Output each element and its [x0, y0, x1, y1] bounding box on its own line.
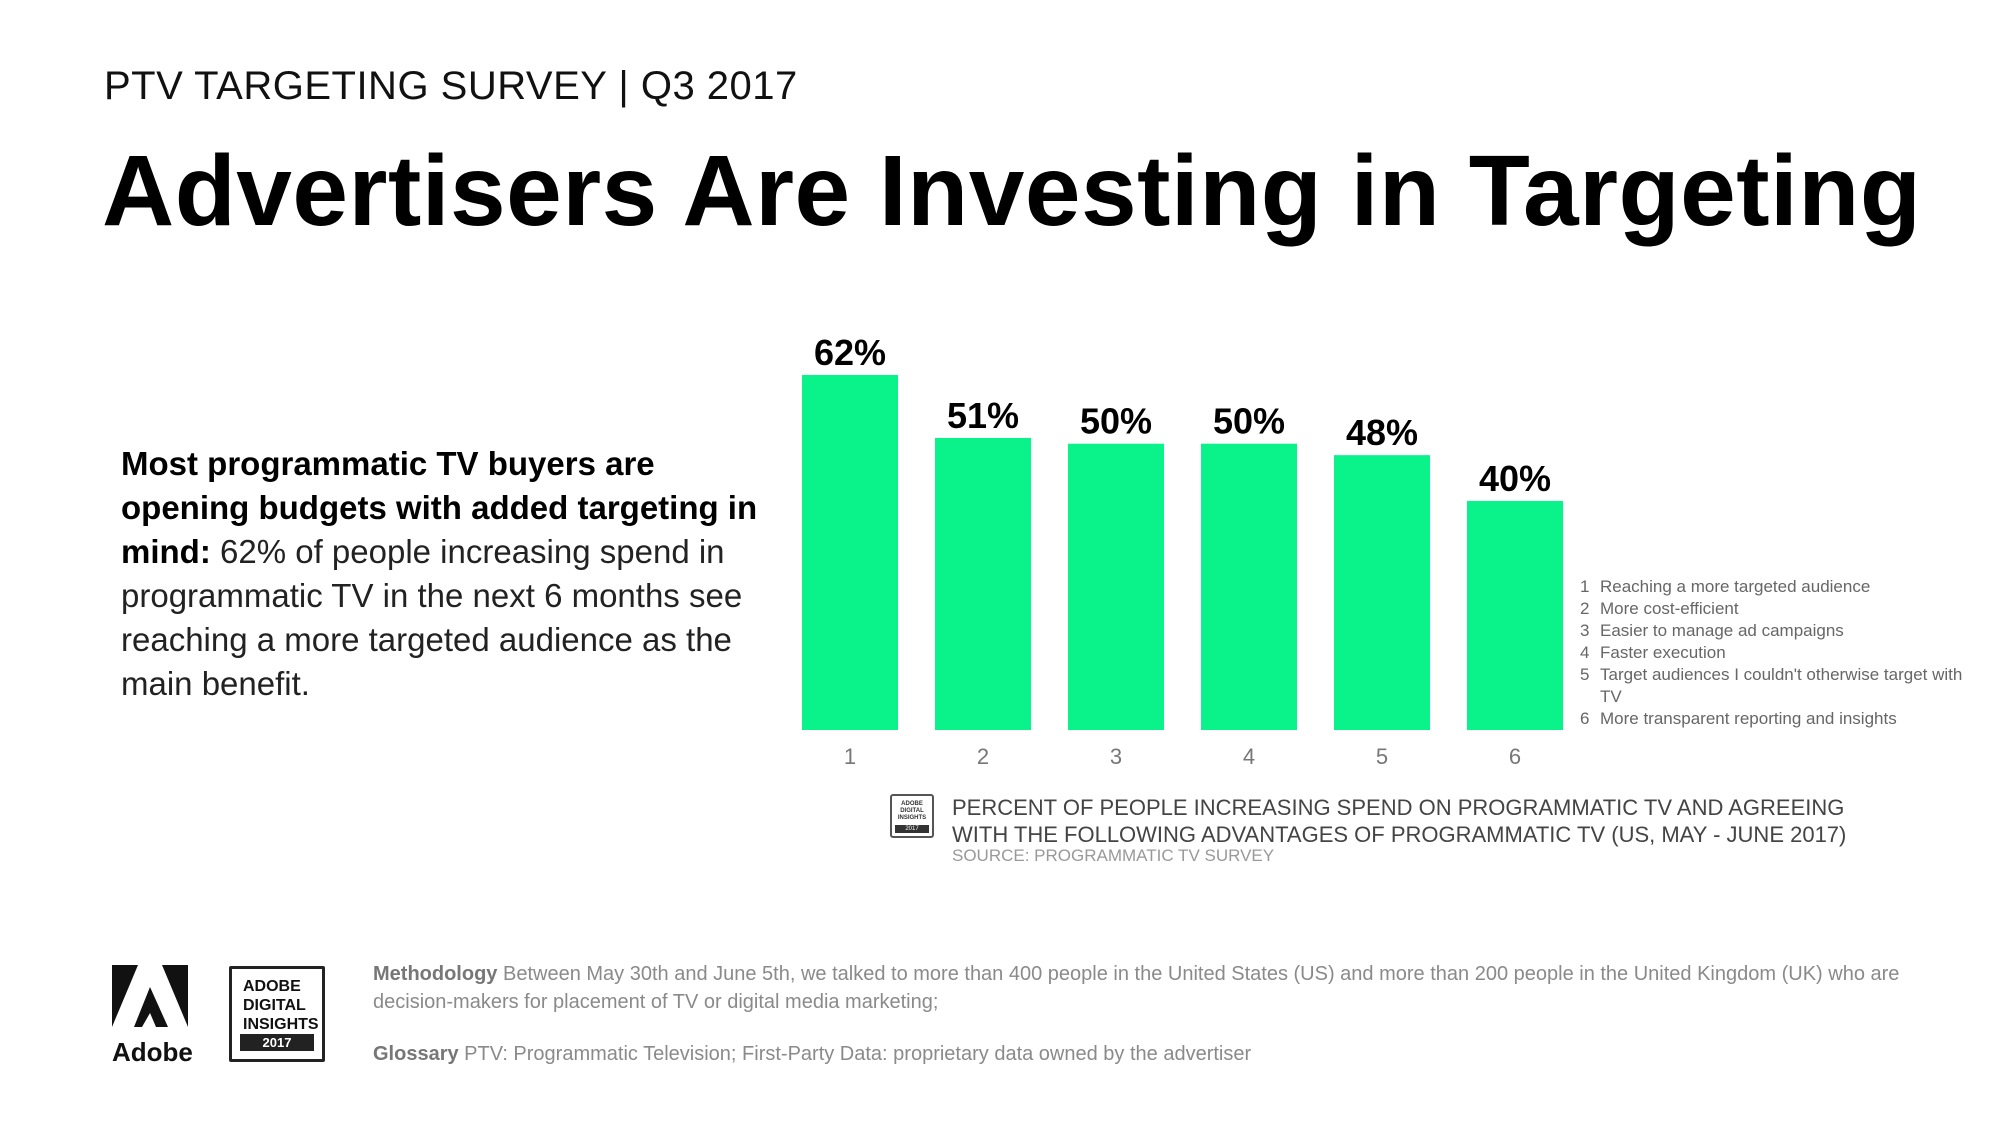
glossary-text: PTV: Programmatic Television; First-Part… — [458, 1043, 1252, 1065]
legend-item-label: Reaching a more targeted audience — [1600, 577, 1871, 596]
legend-item-number: 6 — [1580, 709, 1590, 728]
legend-item-label: Target audiences I couldn't otherwise ta… — [1600, 665, 1963, 706]
adobe-logo-icon — [112, 965, 188, 1027]
bar-value-label: 50% — [1213, 401, 1285, 442]
bar-4 — [1201, 443, 1297, 730]
survey-title: PTV TARGETING SURVEY | Q3 2017 — [104, 64, 798, 108]
legend-item-number: 4 — [1580, 643, 1590, 662]
bar-value-label: 48% — [1346, 412, 1418, 453]
legend-item: 3 Easier to manage ad campaigns — [1580, 620, 1980, 642]
legend-item-number: 5 — [1580, 665, 1590, 684]
bar-1 — [802, 375, 898, 730]
x-tick-label: 6 — [1509, 744, 1521, 769]
bar-6 — [1467, 500, 1563, 730]
x-tick-label: 1 — [844, 744, 856, 769]
page-title: Advertisers Are Investing in Targeting — [102, 135, 1922, 247]
bar-value-label: 51% — [947, 395, 1019, 436]
bar-chart: 62% 1 51% 2 50% 3 50% 4 48% 5 40% 6 — [802, 332, 1563, 769]
bar-value-label: 40% — [1479, 458, 1551, 499]
glossary-note: Glossary PTV: Programmatic Television; F… — [373, 1040, 1913, 1068]
x-tick-label: 2 — [977, 744, 989, 769]
legend-item: 4 Faster execution — [1580, 642, 1980, 664]
adobe-digital-insights-icon: ADOBE DIGITAL INSIGHTS 2017 — [890, 794, 934, 838]
legend-item-label: More transparent reporting and insights — [1600, 709, 1897, 728]
legend-item: 6 More transparent reporting and insights — [1580, 708, 1980, 730]
chart-legend: 1 Reaching a more targeted audience 2 More… — [1580, 576, 1980, 730]
methodology-label: Methodology — [373, 963, 498, 985]
x-tick-label: 3 — [1110, 744, 1122, 769]
legend-item: 1 Reaching a more targeted audience — [1580, 576, 1980, 598]
methodology-text: Between May 30th and June 5th, we talked… — [373, 963, 1900, 1013]
adobe-wordmark: Adobe — [112, 1037, 193, 1067]
x-tick-label: 5 — [1376, 744, 1388, 769]
chart-source: SOURCE: PROGRAMMATIC TV SURVEY — [952, 846, 1275, 865]
bar-value-label: 62% — [814, 332, 886, 373]
caption-icon-text: ADOBE DIGITAL INSIGHTS — [897, 801, 927, 821]
legend-item-label: More cost-efficient — [1600, 599, 1739, 618]
legend-item: 2 More cost-efficient — [1580, 598, 1980, 620]
legend-item-number: 1 — [1580, 577, 1590, 596]
badge-text: ADOBE DIGITAL INSIGHTS — [243, 977, 319, 1034]
caption-icon-year: 2017 — [895, 825, 929, 833]
adobe-digital-insights-badge: ADOBE DIGITAL INSIGHTS 2017 — [229, 966, 325, 1062]
legend-item-number: 3 — [1580, 621, 1590, 640]
glossary-label: Glossary — [373, 1043, 459, 1065]
bar-3 — [1068, 443, 1164, 730]
badge-line: INSIGHTS — [243, 1016, 319, 1033]
legend-item: 5 Target audiences I couldn't otherwise t… — [1580, 664, 1980, 708]
bar-value-label: 50% — [1080, 401, 1152, 442]
legend-item-label: Easier to manage ad campaigns — [1600, 621, 1844, 640]
badge-line: DIGITAL — [243, 997, 306, 1014]
bar-2 — [935, 437, 1031, 730]
lead-body-text: 62% of people increasing spend in progra… — [121, 533, 743, 702]
bar-5 — [1334, 455, 1430, 730]
badge-line: ADOBE — [243, 978, 301, 995]
lead-bold-text: Most programmatic TV buyers are opening … — [121, 445, 758, 570]
lead-paragraph: Most programmatic TV buyers are opening … — [121, 442, 761, 706]
chart-caption: PERCENT OF PEOPLE INCREASING SPEND ON PR… — [952, 795, 1847, 847]
methodology-note: Methodology Between May 30th and June 5t… — [373, 960, 1913, 1016]
legend-item-number: 2 — [1580, 599, 1590, 618]
legend-item-label: Faster execution — [1600, 643, 1726, 662]
badge-year: 2017 — [240, 1034, 314, 1051]
x-tick-label: 4 — [1243, 744, 1255, 769]
